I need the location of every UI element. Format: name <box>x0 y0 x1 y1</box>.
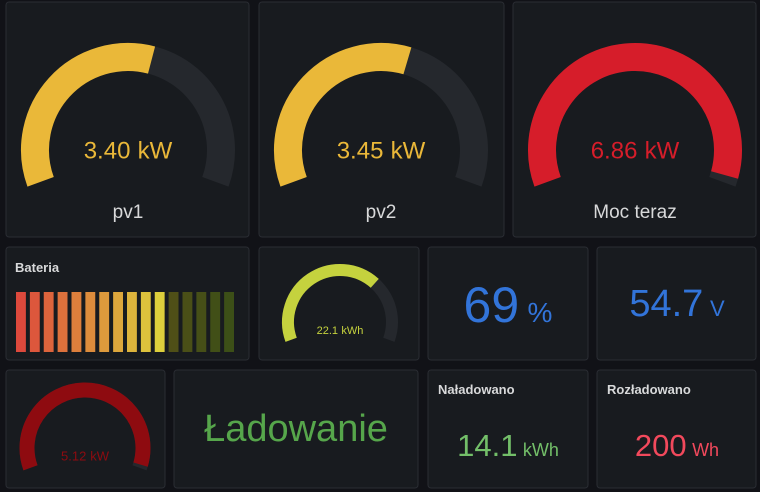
gauge-fill <box>282 264 379 342</box>
gauge-fill <box>528 43 742 187</box>
battery-segment-lit <box>16 292 26 352</box>
battery-segment-lit <box>57 292 68 352</box>
stat-value: 54.7 V <box>629 283 725 325</box>
battery-segment <box>210 292 221 352</box>
gauge-label: pv1 <box>113 202 144 223</box>
panel <box>258 1 505 238</box>
unit: kW <box>90 449 110 464</box>
battery-segment <box>224 292 234 352</box>
battery-segment <box>196 292 207 352</box>
value: 22.1 <box>317 325 338 337</box>
panel <box>258 246 420 361</box>
gauge-value: 3.40 kW <box>84 137 173 164</box>
battery-segment-lit <box>127 292 137 352</box>
value: 200 <box>635 428 687 463</box>
panel <box>596 369 757 489</box>
panel-title: Rozładowano <box>607 382 691 397</box>
panel <box>427 369 589 489</box>
value: 3.40 <box>84 137 131 164</box>
battery-segment-lit <box>113 292 123 352</box>
battery-segment-lit <box>140 292 151 352</box>
battery-segment-lit <box>43 292 54 352</box>
battery-segment <box>182 292 193 352</box>
panel <box>512 1 757 238</box>
gauge-label: pv2 <box>366 202 397 223</box>
battery-segment-lit <box>29 292 40 352</box>
value: 54.7 <box>629 283 703 325</box>
panel <box>427 246 589 361</box>
unit: kWh <box>523 440 559 460</box>
gauge-label: Moc teraz <box>593 202 676 223</box>
gauge-value: 5.12 kW <box>61 449 110 464</box>
gauge-value: 3.45 kW <box>337 137 426 164</box>
status-text: Ładowanie <box>204 408 388 450</box>
gauge-value: 22.1 kWh <box>317 325 364 337</box>
unit: kW <box>645 137 680 164</box>
value: 6.86 <box>591 137 638 164</box>
panel <box>596 246 757 361</box>
value: 5.12 <box>61 449 86 464</box>
panel-title: Bateria <box>15 260 60 275</box>
panel <box>173 369 419 489</box>
value: 3.45 <box>337 137 384 164</box>
unit: kWh <box>341 325 363 337</box>
battery-segment-lit <box>99 292 110 352</box>
gauge-value: 6.86 kW <box>591 137 680 164</box>
panel <box>5 1 250 238</box>
gauge-fill <box>21 43 156 187</box>
panel-title: Naładowano <box>438 382 515 397</box>
battery-segment-lit <box>154 292 165 352</box>
stat-value: 69% <box>464 277 553 333</box>
gauge-fill <box>19 382 151 471</box>
unit: V <box>710 296 725 321</box>
unit: kW <box>391 137 426 164</box>
unit: % <box>528 297 553 328</box>
battery-segment <box>168 292 179 352</box>
stat-value: 14.1 kWh <box>457 428 559 463</box>
value: 14.1 <box>457 428 517 463</box>
unit: Wh <box>692 440 719 460</box>
stat-value: 200 Wh <box>635 428 719 463</box>
value: 69 <box>464 277 520 333</box>
unit: kW <box>138 137 173 164</box>
gauge-fill <box>274 43 412 187</box>
battery-segment-lit <box>71 292 82 352</box>
battery-segment-lit <box>85 292 96 352</box>
